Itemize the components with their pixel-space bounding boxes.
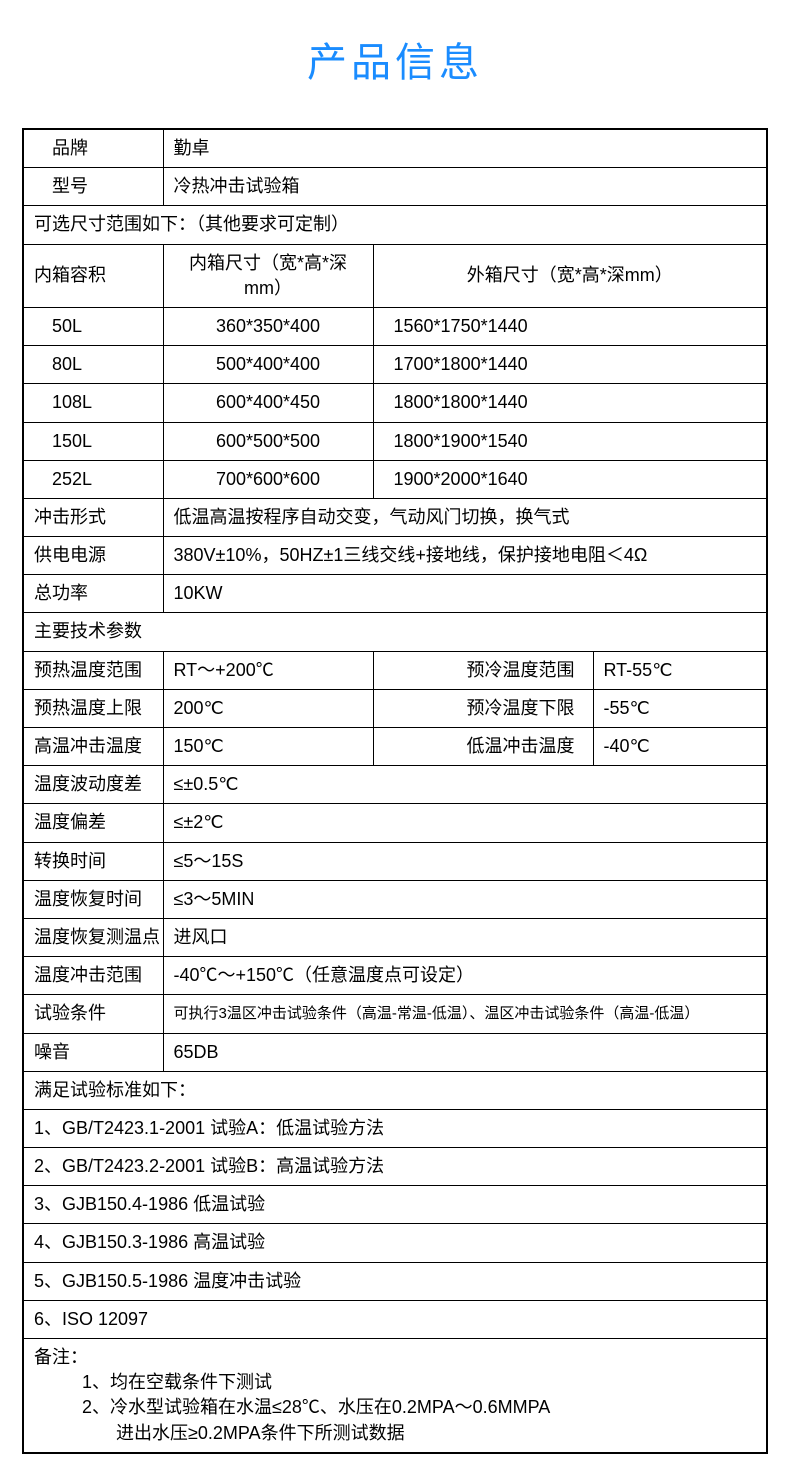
dim-vol: 150L xyxy=(23,422,163,460)
dim-vol: 108L xyxy=(23,384,163,422)
low-shock-value: -40℃ xyxy=(593,728,767,766)
std-row: 4、GJB150.3-1986 高温试验 xyxy=(23,1224,767,1262)
dim-outer: 1700*1800*1440 xyxy=(373,346,767,384)
totalpower-label: 总功率 xyxy=(23,575,163,613)
cond-value: 可执行3温区冲击试验条件（高温-常温-低温）、温区冲击试验条件（高温-低温） xyxy=(163,995,767,1033)
shock-range-value: -40℃～+150℃（任意温度点可设定） xyxy=(163,957,767,995)
fluct-label: 温度波动度差 xyxy=(23,766,163,804)
dim-inner: 500*400*400 xyxy=(163,346,373,384)
table-row: 50L 360*350*400 1560*1750*1440 xyxy=(23,307,767,345)
switch-value: ≤5～15S xyxy=(163,842,767,880)
dim-outer: 1800*1800*1440 xyxy=(373,384,767,422)
preheat-range-value: RT～+200℃ xyxy=(163,651,373,689)
dim-header: 可选尺寸范围如下：（其他要求可定制） xyxy=(23,206,767,244)
model-label: 型号 xyxy=(23,168,163,206)
high-shock-label: 高温冲击温度 xyxy=(23,728,163,766)
dim-col-inner: 内箱尺寸（宽*高*深mm） xyxy=(163,244,373,307)
dim-vol: 252L xyxy=(23,460,163,498)
model-value: 冷热冲击试验箱 xyxy=(163,168,767,206)
cond-label: 试验条件 xyxy=(23,995,163,1033)
precool-lower-value: -55℃ xyxy=(593,689,767,727)
std-row: 1、GB/T2423.1-2001 试验A：低温试验方法 xyxy=(23,1109,767,1147)
std-row: 6、ISO 12097 xyxy=(23,1300,767,1338)
preheat-upper-label: 预热温度上限 xyxy=(23,689,163,727)
page-title: 产品信息 xyxy=(0,0,790,128)
std-header: 满足试验标准如下： xyxy=(23,1071,767,1109)
std-row: 2、GB/T2423.2-2001 试验B：高温试验方法 xyxy=(23,1148,767,1186)
switch-label: 转换时间 xyxy=(23,842,163,880)
noise-label: 噪音 xyxy=(23,1033,163,1071)
dim-col-vol: 内箱容积 xyxy=(23,244,163,307)
brand-value: 勤卓 xyxy=(163,129,767,168)
remarks-title: 备注： xyxy=(34,1347,88,1367)
std-row: 5、GJB150.5-1986 温度冲击试验 xyxy=(23,1262,767,1300)
recover-label: 温度恢复时间 xyxy=(23,880,163,918)
dev-value: ≤±2℃ xyxy=(163,804,767,842)
table-row: 150L 600*500*500 1800*1900*1540 xyxy=(23,422,767,460)
preheat-range-label: 预热温度范围 xyxy=(23,651,163,689)
shock-mode-label: 冲击形式 xyxy=(23,498,163,536)
recover-pt-label: 温度恢复测温点 xyxy=(23,918,163,956)
spec-table-wrapper: 品牌 勤卓 型号 冷热冲击试验箱 可选尺寸范围如下：（其他要求可定制） 内箱容积… xyxy=(0,128,790,1484)
dim-outer: 1900*2000*1640 xyxy=(373,460,767,498)
power-label: 供电电源 xyxy=(23,537,163,575)
dim-vol: 50L xyxy=(23,307,163,345)
table-row: 80L 500*400*400 1700*1800*1440 xyxy=(23,346,767,384)
tech-header: 主要技术参数 xyxy=(23,613,767,651)
shock-range-label: 温度冲击范围 xyxy=(23,957,163,995)
totalpower-value: 10KW xyxy=(163,575,767,613)
noise-value: 65DB xyxy=(163,1033,767,1071)
recover-value: ≤3～5MIN xyxy=(163,880,767,918)
dim-outer: 1560*1750*1440 xyxy=(373,307,767,345)
recover-pt-value: 进风口 xyxy=(163,918,767,956)
precool-range-value: RT-55℃ xyxy=(593,651,767,689)
brand-label: 品牌 xyxy=(23,129,163,168)
dim-inner: 360*350*400 xyxy=(163,307,373,345)
dim-inner: 600*500*500 xyxy=(163,422,373,460)
table-row: 252L 700*600*600 1900*2000*1640 xyxy=(23,460,767,498)
dev-label: 温度偏差 xyxy=(23,804,163,842)
dim-outer: 1800*1900*1540 xyxy=(373,422,767,460)
low-shock-label: 低温冲击温度 xyxy=(373,728,593,766)
remarks-cell: 备注： 1、均在空载条件下测试 2、冷水型试验箱在水温≤28℃、水压在0.2MP… xyxy=(23,1339,767,1453)
table-row: 108L 600*400*450 1800*1800*1440 xyxy=(23,384,767,422)
std-row: 3、GJB150.4-1986 低温试验 xyxy=(23,1186,767,1224)
dim-vol: 80L xyxy=(23,346,163,384)
fluct-value: ≤±0.5℃ xyxy=(163,766,767,804)
dim-inner: 600*400*450 xyxy=(163,384,373,422)
shock-mode-value: 低温高温按程序自动交变，气动风门切换，换气式 xyxy=(163,498,767,536)
remarks-line: 1、均在空载条件下测试 xyxy=(34,1370,756,1395)
precool-lower-label: 预冷温度下限 xyxy=(373,689,593,727)
high-shock-value: 150℃ xyxy=(163,728,373,766)
preheat-upper-value: 200℃ xyxy=(163,689,373,727)
spec-table: 品牌 勤卓 型号 冷热冲击试验箱 可选尺寸范围如下：（其他要求可定制） 内箱容积… xyxy=(22,128,768,1454)
dim-col-outer: 外箱尺寸（宽*高*深mm） xyxy=(373,244,767,307)
dim-inner: 700*600*600 xyxy=(163,460,373,498)
remarks-line: 进出水压≥0.2MPA条件下所测试数据 xyxy=(34,1421,756,1446)
power-value: 380V±10%，50HZ±1三线交线+接地线，保护接地电阻＜4Ω xyxy=(163,537,767,575)
remarks-line: 2、冷水型试验箱在水温≤28℃、水压在0.2MPA～0.6MMPA xyxy=(34,1395,756,1420)
precool-range-label: 预冷温度范围 xyxy=(373,651,593,689)
